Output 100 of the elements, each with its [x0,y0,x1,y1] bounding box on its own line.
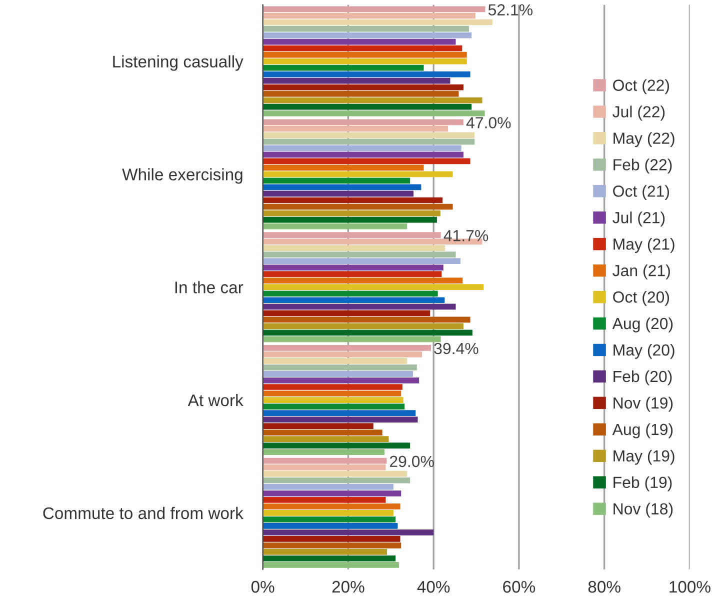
bar [262,32,472,38]
legend-label: Jan (21) [612,264,670,280]
bar [262,158,470,164]
bar [262,45,462,52]
bar [262,410,416,416]
bar [262,264,444,271]
bar [262,119,464,126]
bar [262,90,459,97]
bar [262,297,445,304]
bar [262,58,467,64]
bar [262,484,394,490]
bar [262,19,492,26]
bar [262,358,408,364]
bar [262,223,408,230]
bar [262,516,396,522]
bar [262,562,399,568]
bar [262,252,456,258]
data-label: 47.0% [466,117,511,128]
data-label: 29.0% [390,456,434,468]
bar [262,416,418,422]
legend-label: Aug (20) [612,317,673,332]
bar [262,496,386,503]
x-tick-label: 40% [417,580,450,593]
bar [262,556,396,562]
bar [262,510,394,516]
data-label: 52.1% [488,4,532,16]
legend-label: Feb (19) [614,476,672,492]
legend-label: May (20) [614,344,674,359]
bar [262,245,446,251]
bar [262,104,472,110]
bar [262,126,448,132]
bar [262,542,402,548]
legend-label: Feb (22) [614,158,672,174]
bar [262,38,456,45]
legend-label: Oct (22) [613,79,670,94]
bar [262,26,469,32]
bar [262,138,475,145]
legend-label: May (21) [614,238,674,253]
y-tick-label: Commute to and from work [43,506,244,520]
bar [262,210,440,216]
bar [262,71,470,78]
bar [262,503,400,510]
bar [262,145,462,152]
legend-label: May (19) [614,450,674,465]
x-tick-label: 0% [251,580,274,593]
bar [262,171,453,178]
y-tick-label: Listening casually [113,55,244,71]
bar [262,436,389,442]
y-tick-label: In the car [175,281,244,294]
bar [262,197,443,204]
bar [262,290,438,297]
bar [262,64,424,71]
x-tick-label: 60% [503,580,536,593]
bar [262,132,475,138]
legend-label: Oct (20) [613,291,670,306]
bar [262,52,467,58]
bar [262,204,453,210]
bar [262,364,417,370]
bar [262,304,456,310]
bar [262,97,482,104]
bar [262,78,450,84]
legend-label: Nov (18) [614,502,673,518]
bar [262,345,432,351]
bar [262,84,464,90]
legend-label: Jul (22) [612,106,665,121]
bar [262,164,424,171]
data-label: 39.4% [434,342,478,354]
bar [262,490,402,496]
bar [262,458,387,464]
bar [262,523,398,529]
bar [262,152,464,158]
bar [262,278,463,284]
x-tick-label: 20% [332,580,364,593]
bar [262,530,434,536]
bar [262,284,484,290]
legend-label: Oct (21) [613,185,670,200]
bar [262,184,422,190]
bar [262,464,386,470]
legend-label: Jul (21) [612,212,665,226]
bar [262,442,410,448]
bar [262,371,414,377]
bar [262,336,441,342]
y-tick-label: While exercising [122,168,242,184]
bar [262,6,486,12]
bar [262,12,476,19]
bar [262,449,384,456]
bar [262,390,402,396]
bar [262,352,422,358]
legend-label: Nov (19) [614,396,673,412]
bar [262,404,405,410]
bar [262,110,485,116]
bar [262,536,400,542]
bar [262,232,441,238]
legend-label: May (22) [614,132,674,148]
bar [262,271,442,278]
bar [262,216,437,223]
bar [262,477,410,484]
bar [262,323,464,330]
bar [262,258,460,264]
bar [262,430,382,436]
